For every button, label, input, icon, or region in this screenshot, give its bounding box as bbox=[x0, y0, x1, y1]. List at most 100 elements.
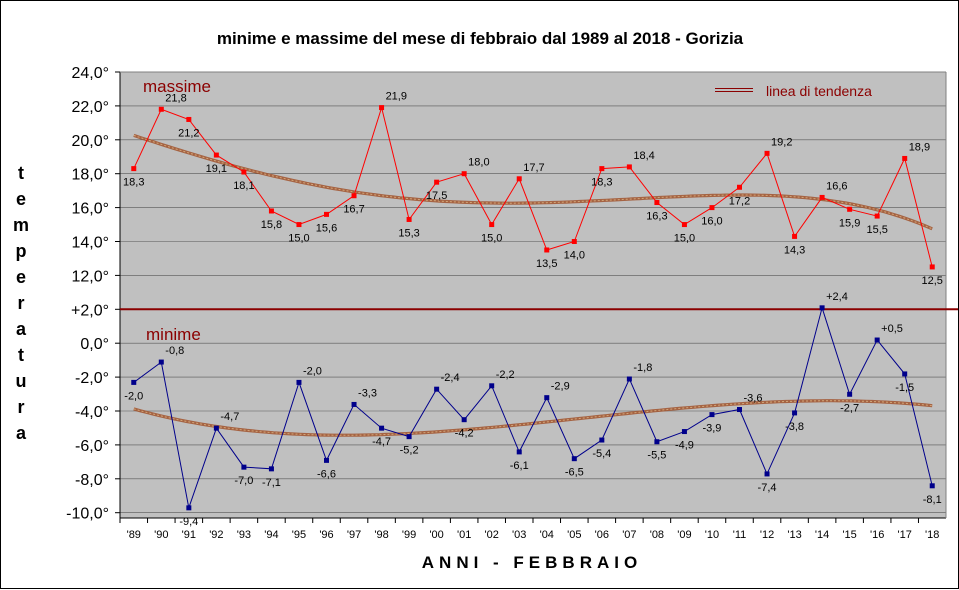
trend-line-highlight-minime bbox=[133, 400, 933, 436]
y-axis-title-letter: u bbox=[16, 371, 27, 391]
data-point-massime bbox=[379, 105, 385, 111]
data-point-minime bbox=[324, 457, 329, 463]
series-label-minime: minime bbox=[146, 325, 201, 344]
data-point-massime bbox=[516, 176, 522, 182]
data-point-minime bbox=[489, 383, 495, 389]
data-point-minime bbox=[406, 434, 412, 440]
data-label-massime: 15,0 bbox=[481, 233, 502, 245]
data-label-minime: -5,5 bbox=[647, 450, 666, 462]
data-label-massime: 14,0 bbox=[564, 250, 585, 262]
data-point-massime bbox=[874, 213, 880, 219]
y-axis-title-letter: t bbox=[18, 163, 24, 183]
x-tick-label: '95 bbox=[292, 529, 306, 541]
data-point-massime bbox=[819, 194, 825, 200]
x-tick-label: '89 bbox=[127, 529, 141, 541]
data-label-massime: 17,7 bbox=[523, 162, 544, 174]
data-point-massime bbox=[434, 179, 440, 185]
y-axis-title-letter: e bbox=[16, 267, 26, 287]
data-label-massime: 15,9 bbox=[839, 217, 860, 229]
x-tick-label: '13 bbox=[787, 529, 801, 541]
data-point-massime bbox=[599, 166, 605, 172]
data-label-minime: -3,8 bbox=[785, 421, 804, 433]
y-axis-title-letter: r bbox=[17, 293, 24, 313]
data-point-massime bbox=[158, 106, 164, 112]
data-point-massime bbox=[902, 155, 908, 161]
data-point-massime bbox=[268, 208, 274, 214]
data-point-minime bbox=[599, 437, 605, 443]
data-label-massime: 15,0 bbox=[288, 233, 309, 245]
data-label-massime: 18,1 bbox=[233, 180, 254, 192]
data-label-massime: 18,3 bbox=[123, 177, 144, 189]
data-point-massime bbox=[489, 222, 495, 228]
data-label-minime: -8,1 bbox=[923, 494, 942, 506]
x-tick-label: '98 bbox=[374, 529, 388, 541]
data-label-massime: 21,2 bbox=[178, 127, 199, 139]
data-point-minime bbox=[847, 391, 853, 397]
data-label-minime: -3,9 bbox=[702, 423, 721, 435]
y-tick-label: 16,0° bbox=[71, 201, 109, 218]
data-label-minime: -6,6 bbox=[317, 468, 336, 480]
data-label-minime: -4,9 bbox=[675, 440, 694, 452]
data-point-massime bbox=[351, 193, 357, 199]
data-label-massime: 18,4 bbox=[633, 150, 654, 162]
data-label-minime: -5,2 bbox=[400, 445, 419, 457]
data-label-minime: -4,7 bbox=[372, 436, 391, 448]
x-tick-label: '00 bbox=[429, 529, 443, 541]
data-label-massime: 15,3 bbox=[398, 227, 419, 239]
plot-area bbox=[120, 72, 946, 518]
data-point-massime bbox=[626, 164, 632, 170]
data-point-massime bbox=[461, 171, 467, 177]
data-label-minime: -1,5 bbox=[895, 382, 914, 394]
series-label-massime: massime bbox=[143, 77, 211, 96]
legend-trend-label: linea di tendenza bbox=[766, 83, 872, 99]
data-point-massime bbox=[324, 211, 329, 217]
data-point-minime bbox=[902, 371, 908, 377]
data-point-minime bbox=[709, 412, 715, 418]
y-axis-title-letter: e bbox=[16, 189, 26, 209]
x-tick-label: '92 bbox=[209, 529, 223, 541]
data-label-massime: 18,9 bbox=[909, 141, 930, 153]
data-point-massime bbox=[296, 222, 302, 228]
data-point-minime bbox=[737, 407, 742, 413]
data-label-minime: -2,4 bbox=[441, 372, 460, 384]
x-tick-label: '12 bbox=[760, 529, 774, 541]
x-tick-label: '97 bbox=[347, 529, 361, 541]
x-tick-label: '15 bbox=[842, 529, 856, 541]
data-point-minime bbox=[461, 417, 467, 423]
y-tick-label: 12,0° bbox=[71, 268, 109, 285]
data-label-massime: 16,6 bbox=[826, 180, 847, 192]
data-label-massime: 18,0 bbox=[468, 157, 489, 169]
data-label-massime: 21,9 bbox=[386, 91, 407, 103]
y-tick-label: +2,0° bbox=[71, 302, 109, 319]
data-label-massime: 15,6 bbox=[316, 222, 337, 234]
y-axis-title-letter: t bbox=[18, 345, 24, 365]
y-tick-label: -2,0° bbox=[75, 370, 109, 387]
data-label-minime: +2,4 bbox=[826, 291, 848, 303]
y-tick-label: 24,0° bbox=[71, 65, 109, 82]
data-label-minime: -1,8 bbox=[633, 362, 652, 374]
y-axis-title-letter: m bbox=[13, 215, 29, 235]
y-tick-label: -8,0° bbox=[75, 472, 109, 489]
data-label-minime: -2,2 bbox=[496, 369, 515, 381]
data-label-massime: 19,2 bbox=[771, 136, 792, 148]
data-point-minime bbox=[186, 505, 192, 511]
data-label-massime: 15,8 bbox=[261, 219, 282, 231]
data-label-massime: 19,1 bbox=[206, 163, 227, 175]
data-point-minime bbox=[296, 379, 302, 385]
data-point-massime bbox=[186, 116, 192, 122]
x-tick-label: '03 bbox=[512, 529, 526, 541]
data-label-minime: -9,4 bbox=[179, 516, 198, 528]
data-label-massime: 16,0 bbox=[701, 216, 722, 228]
x-tick-label: '94 bbox=[264, 529, 278, 541]
data-point-massime bbox=[792, 233, 798, 239]
data-point-minime bbox=[158, 359, 164, 365]
data-point-massime bbox=[131, 166, 137, 172]
data-label-massime: 17,2 bbox=[729, 195, 750, 207]
data-label-minime: -6,1 bbox=[510, 460, 529, 472]
x-tick-label: '17 bbox=[898, 529, 912, 541]
data-label-minime: -2,0 bbox=[124, 390, 143, 402]
x-tick-label: '93 bbox=[237, 529, 251, 541]
series-line-massime bbox=[133, 105, 933, 268]
data-label-minime: -4,2 bbox=[455, 428, 474, 440]
